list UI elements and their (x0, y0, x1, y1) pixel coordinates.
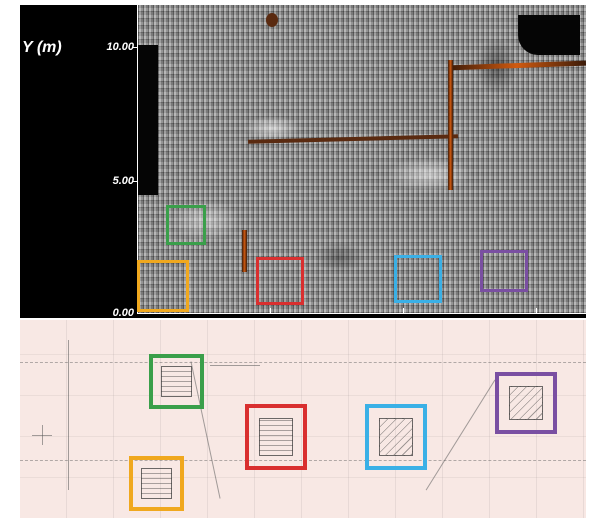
plan-feature-sketch (161, 366, 192, 397)
plan-feature-sketch (258, 418, 294, 456)
no-data-area-left (138, 45, 158, 195)
anomaly-wall-horizontal-middle (247, 134, 459, 144)
y-tick-10: 10.00 (106, 41, 134, 53)
y-axis-line (137, 5, 138, 314)
x-axis-tick (270, 308, 271, 314)
plan-feature-sketch (141, 468, 172, 499)
y-tick-5: 5.00 (112, 175, 134, 187)
radar-marker-red (256, 257, 304, 305)
radar-amplitude-map (138, 5, 586, 313)
plan-marker-purple (495, 372, 557, 434)
plan-benchmark-cross (42, 425, 43, 445)
radar-marker-blue (394, 255, 442, 303)
plan-marker-green (149, 354, 204, 409)
y-axis-tick (132, 181, 138, 182)
plan-wall-line (68, 340, 69, 490)
radar-marker-orange (137, 260, 189, 312)
plan-feature-sketch (378, 418, 414, 456)
anomaly-short-vertical (242, 230, 247, 272)
y-axis-tick (132, 47, 138, 48)
plan-marker-red (245, 404, 307, 470)
y-tick-0: 0.00 (112, 307, 134, 318)
anomaly-wall-horizontal-upper (447, 60, 586, 71)
x-axis-line (137, 313, 586, 314)
excavation-plan-panel (20, 320, 586, 518)
anomaly-top-spot (266, 13, 278, 27)
plan-dashed-line (20, 362, 586, 363)
y-axis-title: Y (m) (22, 39, 62, 56)
plan-feature-sketch (508, 385, 544, 421)
plan-wall-line (425, 379, 496, 491)
anomaly-wall-vertical (448, 60, 453, 190)
plan-wall-line (210, 365, 260, 366)
radar-slice-panel: Y (m) 10.00 5.00 0.00 (20, 5, 586, 318)
no-data-area-top-right (518, 15, 580, 55)
radar-marker-green (166, 205, 206, 245)
plan-marker-orange (129, 456, 184, 511)
x-axis-tick (536, 308, 537, 314)
x-axis-tick (403, 308, 404, 314)
radar-marker-purple (480, 250, 528, 292)
plan-marker-blue (365, 404, 427, 470)
